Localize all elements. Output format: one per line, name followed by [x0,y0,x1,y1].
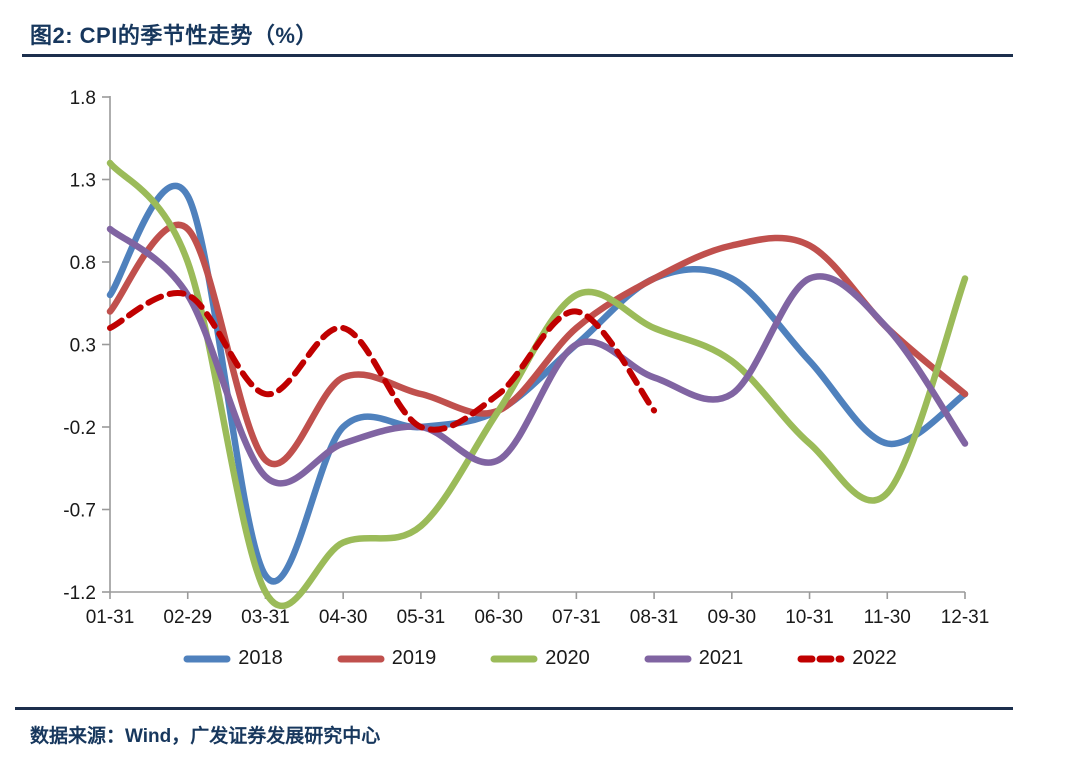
y-tick-label: 1.3 [70,171,96,192]
title-divider [22,54,1013,57]
footer-divider [15,707,1013,710]
x-tick-label: 03-31 [241,607,290,628]
x-tick-label: 02-29 [163,607,212,628]
legend-swatch-2019 [337,655,385,662]
legend-item-2020: 2020 [490,647,590,670]
series-line-2022 [107,290,658,433]
chart-canvas: 1.8 1.3 0.8 0.3 -0.2 -0.7 -1.2 01-31 02-29 03-31 0… [63,88,990,628]
x-tick-label: 05-31 [397,607,446,628]
legend-label-2020: 2020 [545,647,590,669]
legend-item-2018: 2018 [183,647,283,670]
x-tick-label: 12-31 [941,607,990,628]
y-tick-label: 1.8 [70,88,96,109]
legend-item-2021: 2021 [644,647,744,670]
series-line-2020 [106,159,969,610]
legend-swatch-2022 [797,655,845,662]
legend-label-2018: 2018 [238,647,283,669]
y-tick-label: -0.7 [63,501,96,522]
x-tick-label: 09-30 [708,607,757,628]
x-tick-label: 11-30 [864,607,911,628]
chart-legend: 2018 2019 2020 2021 2022 [0,647,1080,670]
x-tick-label: 10-31 [785,607,834,628]
x-tick-label: 04-30 [319,607,368,628]
series-line-2021 [106,225,969,487]
legend-item-2022: 2022 [797,647,897,670]
y-tick-label: 0.8 [70,253,96,274]
legend-swatch-2018 [183,655,231,662]
y-tick-label: -1.2 [63,583,96,604]
legend-label-2019: 2019 [391,647,437,669]
legend-label-2021: 2021 [698,647,744,669]
figure-title: 图2: CPI的季节性走势（%） [30,23,318,48]
y-tick-label: 0.3 [70,336,96,357]
y-tick-label: -0.2 [63,418,96,439]
legend-swatch-2020 [490,655,538,662]
x-tick-label: 08-31 [630,607,679,628]
x-tick-label: 07-31 [552,607,601,628]
x-tick-label: 06-30 [474,607,523,628]
legend-label-2022: 2022 [852,647,897,669]
data-source: 数据来源：Wind，广发证券发展研究中心 [30,726,381,747]
legend-swatch-2021 [644,655,692,662]
x-tick-label: 01-31 [86,607,135,628]
legend-item-2019: 2019 [337,647,437,670]
